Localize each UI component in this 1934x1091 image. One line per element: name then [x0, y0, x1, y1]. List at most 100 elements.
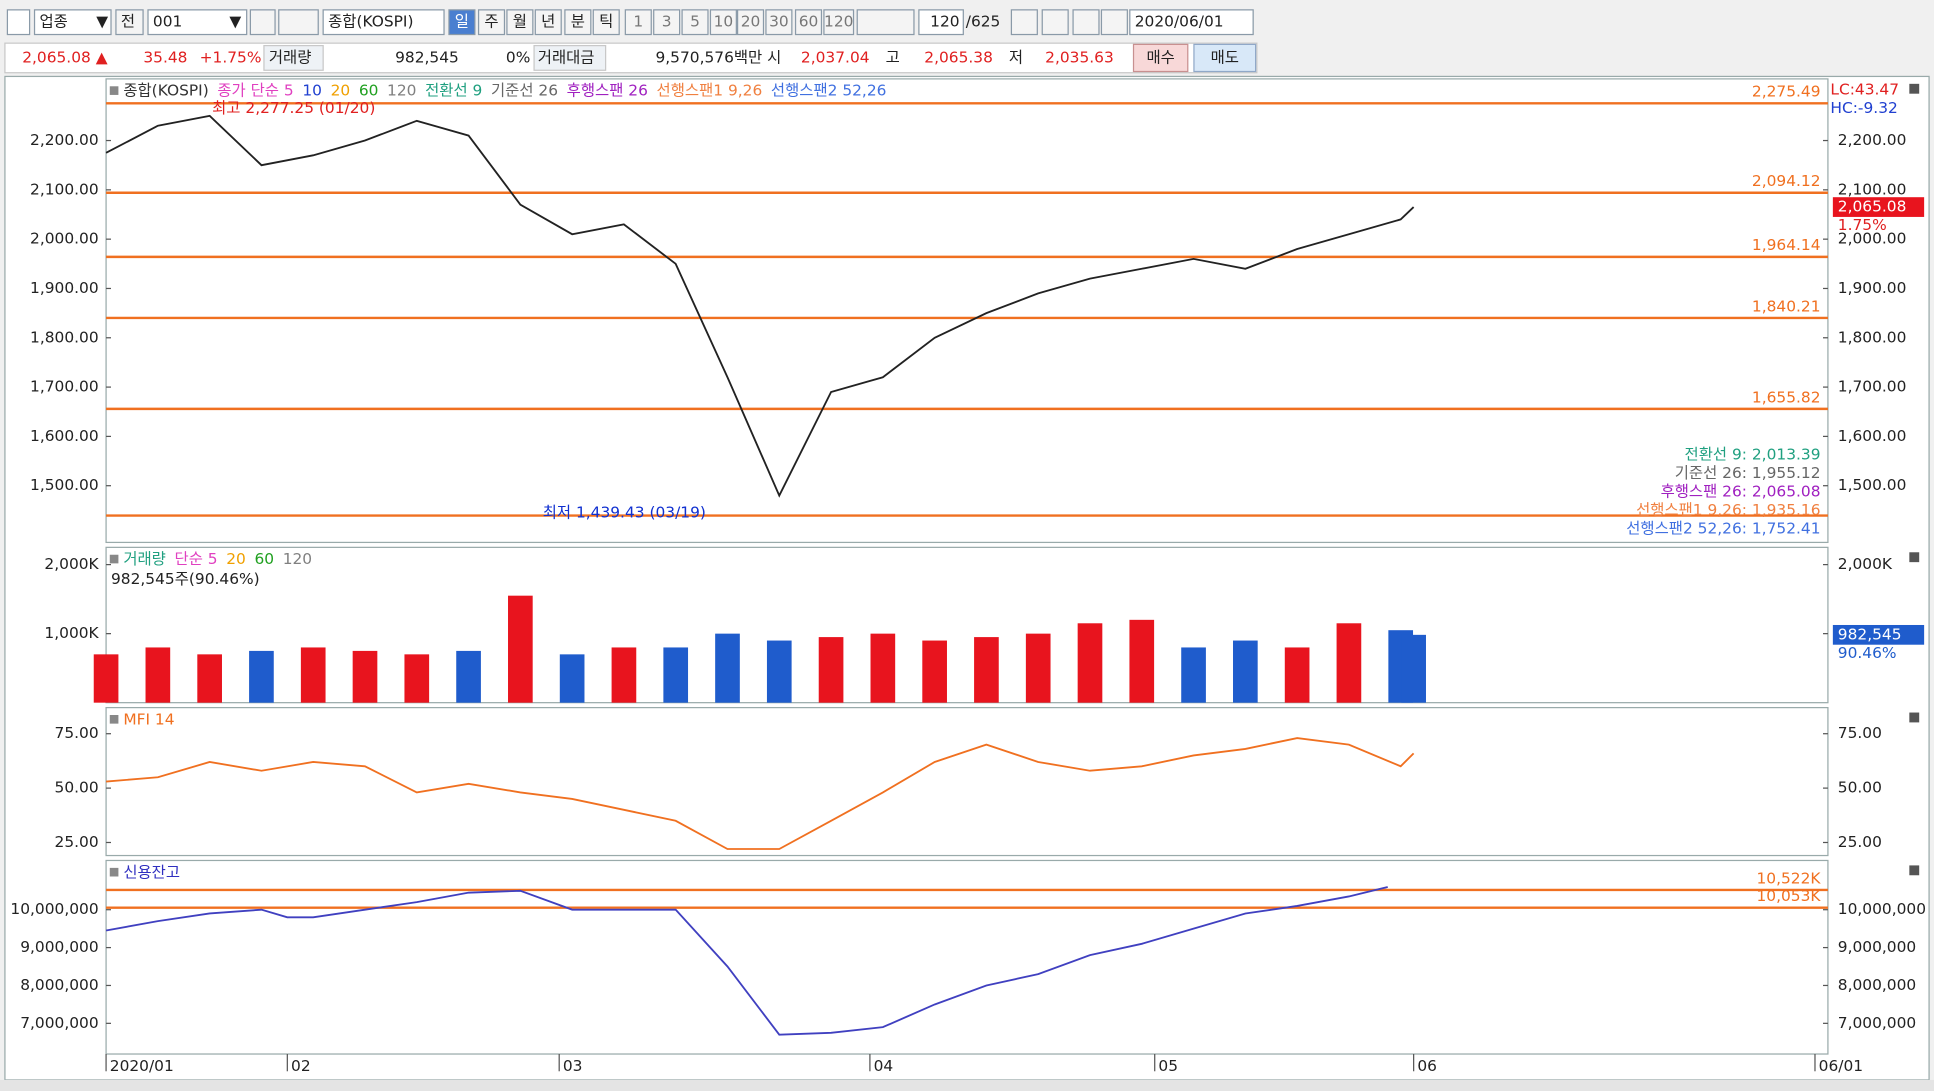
series-line [105, 886, 1388, 1036]
interval-button[interactable] [765, 9, 793, 36]
volume-bar [93, 654, 119, 703]
y-tick-label: 9,000,000 [20, 938, 98, 956]
panel [105, 706, 1829, 857]
period-text: 틱 [599, 13, 613, 31]
volume-bar [145, 647, 171, 703]
quote-low-label: 저 [1009, 48, 1023, 66]
legend-item: 20 [226, 550, 246, 568]
sound-button[interactable] [278, 9, 319, 36]
count-text: 120 [930, 13, 959, 31]
y-tick-label-right: 8,000,000 [1838, 976, 1916, 994]
legend-item: 20 [331, 82, 351, 100]
interval-button[interactable] [736, 9, 765, 36]
y-tick-label: 1,000K [44, 624, 99, 642]
readout: 전환선 9: 2,013.39 [1685, 445, 1821, 463]
volume-bar [1181, 647, 1206, 703]
panel-close[interactable] [1909, 552, 1920, 563]
period-text: 주 [484, 13, 498, 31]
prev-text: 전 [121, 13, 135, 31]
period-button[interactable] [477, 9, 506, 36]
period-button[interactable] [448, 9, 476, 36]
interval-button[interactable] [681, 9, 709, 36]
quote-volume-label: 거래량 [269, 48, 312, 66]
y-tick-label: 2,200.00 [30, 131, 99, 149]
level-label: 2,275.49 [1752, 83, 1821, 101]
volume-subtitle: 982,545주(90.46%) [111, 570, 260, 588]
last-value-label: 2,065.08 [1838, 198, 1907, 216]
quote-low: 2,035.63 [1045, 48, 1114, 66]
period-button[interactable] [564, 9, 592, 36]
y-tick-label-right: 7,000,000 [1838, 1014, 1916, 1032]
y-tick-label: 1,700.00 [30, 378, 99, 396]
empty-combo[interactable] [856, 9, 915, 36]
tool-icon[interactable] [1072, 9, 1100, 36]
buy-text[interactable]: 매수 [1146, 48, 1174, 66]
code-text: 001 [153, 13, 182, 31]
interval-button[interactable] [794, 9, 823, 36]
volume-bar [1401, 634, 1426, 703]
period-text: 일 [455, 13, 469, 31]
prev-button[interactable] [115, 9, 144, 36]
period-text: 월 [513, 13, 527, 31]
volume-bar [1336, 623, 1362, 703]
readout: 후행스팬 26: 2,065.08 [1661, 482, 1821, 500]
y-tick-label-right: 1,900.00 [1838, 279, 1907, 297]
quote-open-label: 시 [767, 48, 781, 66]
readout: 선행스팬2 52,26: 1,752.41 [1626, 519, 1820, 537]
period-button[interactable] [506, 9, 534, 36]
panel-close[interactable] [1909, 83, 1920, 94]
scrollbar[interactable] [0, 1079, 1934, 1091]
y-tick-label-right: 2,200.00 [1838, 131, 1907, 149]
y-tick-label-right: 2,100.00 [1838, 180, 1907, 198]
legend-item: MFI 14 [123, 710, 174, 728]
search-button[interactable] [249, 9, 276, 36]
y-tick-label: 1,600.00 [30, 427, 99, 445]
interval-button[interactable] [653, 9, 681, 36]
buy-button[interactable] [1132, 43, 1189, 73]
date-input[interactable] [1129, 9, 1254, 36]
y-tick-label: 1,800.00 [30, 328, 99, 346]
panel [105, 546, 1829, 704]
volume-bar [663, 647, 689, 703]
volume-bar [870, 633, 896, 703]
interval-text: 20 [741, 13, 761, 31]
y-tick-label: 7,000,000 [20, 1014, 98, 1032]
y-tick-label: 8,000,000 [20, 976, 98, 994]
period-button[interactable] [592, 9, 620, 36]
quote-open: 2,037.04 [801, 48, 870, 66]
y-tick-label-right: 1,800.00 [1838, 328, 1907, 346]
sell-text[interactable]: 매도 [1211, 48, 1239, 66]
tool-icon[interactable] [1041, 9, 1069, 36]
level-label: 1,655.82 [1752, 388, 1821, 406]
window-icon[interactable] [6, 9, 31, 36]
volume-bar [300, 647, 326, 703]
total-text: /625 [966, 13, 1001, 31]
interval-button[interactable] [624, 9, 652, 36]
level-label: 10,053K [1756, 887, 1821, 905]
count-input[interactable] [918, 9, 964, 36]
legend-icon [109, 867, 119, 877]
volume-bar [508, 595, 533, 703]
panel [105, 859, 1829, 1055]
volume-bar [1025, 633, 1051, 703]
readout: 기준선 26: 1,955.12 [1675, 464, 1821, 482]
period-button[interactable] [534, 9, 562, 36]
tool-icon[interactable] [1100, 9, 1128, 36]
interval-button[interactable] [823, 9, 855, 36]
legend-item: 선행스팬1 9,26 [657, 82, 763, 100]
level-label: 2,094.12 [1752, 172, 1821, 190]
quote-change-pct: +1.75% [200, 48, 262, 66]
panel-close[interactable] [1909, 865, 1920, 876]
x-tick-label: 06 [1417, 1057, 1437, 1075]
indicator-label: LC:43.47 [1830, 80, 1899, 98]
market-text: 업종 [39, 13, 67, 31]
volume-bar [1284, 647, 1310, 703]
annotation: 최고 2,277.25 (01/20) [212, 99, 375, 117]
market-combo[interactable] [33, 9, 112, 36]
code-input[interactable] [147, 9, 248, 36]
interval-button[interactable] [709, 9, 737, 36]
sell-button[interactable] [1193, 43, 1257, 73]
tool-icon[interactable] [1010, 9, 1038, 36]
panel-close[interactable] [1909, 712, 1920, 723]
